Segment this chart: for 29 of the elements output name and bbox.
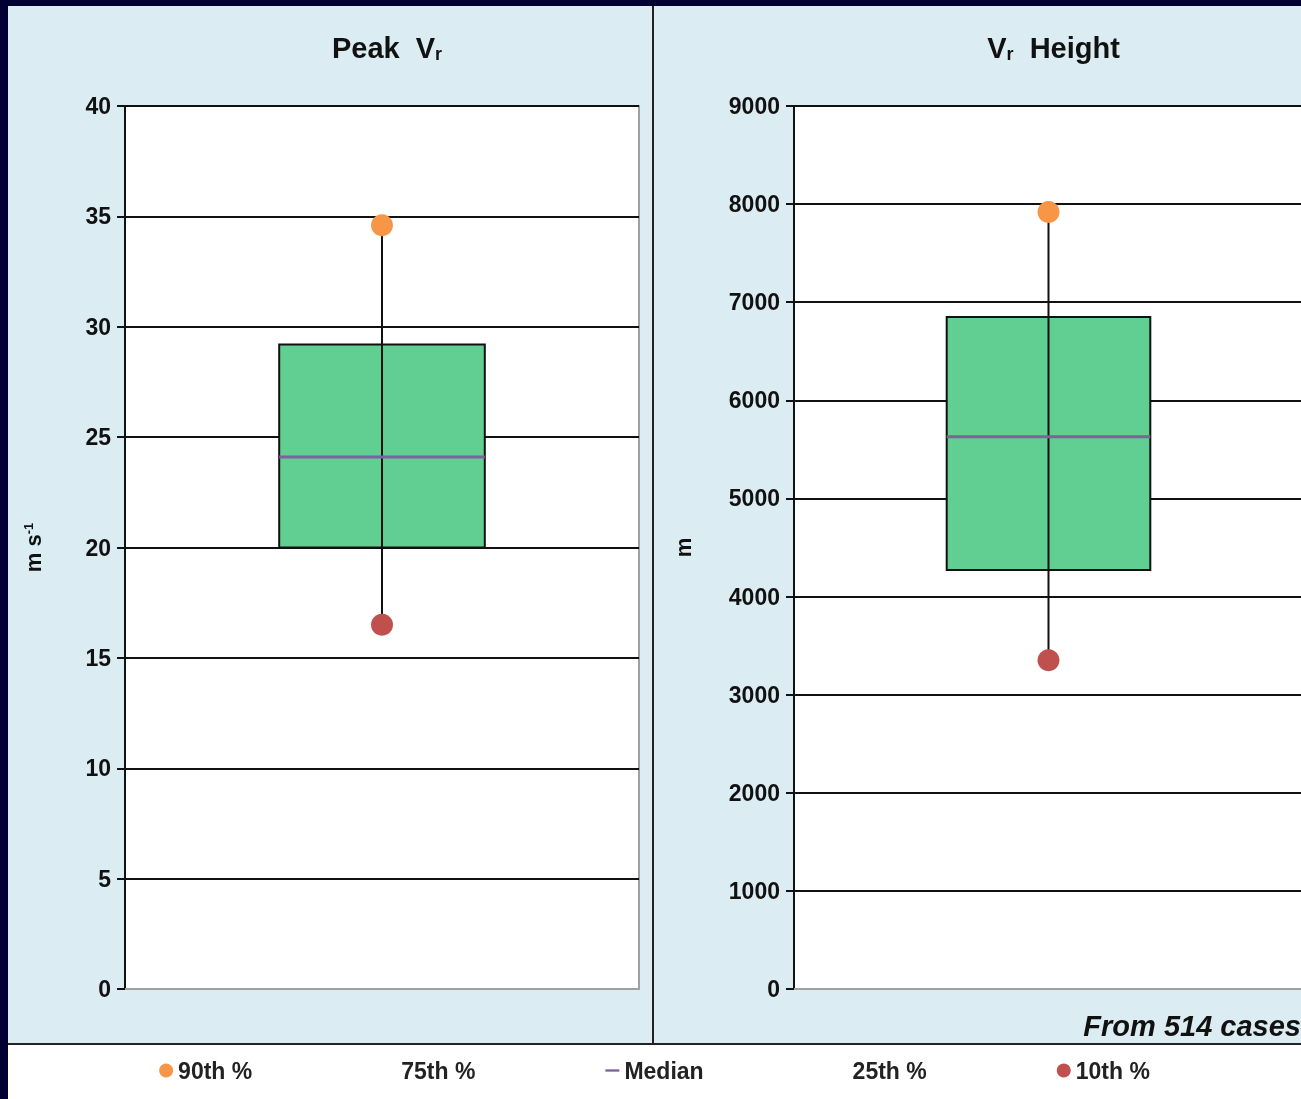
y-tick-label: 40 <box>85 93 111 119</box>
legend-label: 10th % <box>1075 1057 1150 1084</box>
y-axis-title: m s-1 <box>21 522 46 573</box>
legend-label: 90th % <box>178 1057 253 1084</box>
y-tick-label: 15 <box>85 644 112 671</box>
y-tick-label: 10 <box>85 755 111 782</box>
chart-title: Vr Height <box>987 32 1121 64</box>
y-tick-label: 5000 <box>728 485 780 512</box>
y-tick-label: 30 <box>85 313 111 340</box>
y-tick-label: 2000 <box>728 779 780 806</box>
y-tick-label: 1000 <box>728 877 780 904</box>
y-tick-label: 5 <box>98 865 112 892</box>
y-tick-label: 7000 <box>728 289 780 316</box>
y-axis-title: m <box>670 537 696 558</box>
y-tick-label: 25 <box>85 424 112 451</box>
y-tick-label: 9000 <box>728 93 780 119</box>
y-tick-label: 20 <box>85 534 111 561</box>
chart-title: Peak Vr <box>331 32 443 64</box>
text: 75th % <box>401 1057 476 1084</box>
text: From 514 cases <box>1083 1009 1301 1042</box>
y-tick-label: 4000 <box>728 583 780 610</box>
y-tick-label: 3000 <box>728 681 780 708</box>
y-tick-label: 6000 <box>728 387 780 414</box>
y-tick-label: 0 <box>767 976 780 1002</box>
legend-label: Median <box>624 1057 704 1084</box>
y-tick-label: 35 <box>85 203 112 230</box>
y-tick-label: 0 <box>98 976 111 1002</box>
text: 25th % <box>852 1057 927 1084</box>
y-tick-label: 8000 <box>728 191 780 218</box>
